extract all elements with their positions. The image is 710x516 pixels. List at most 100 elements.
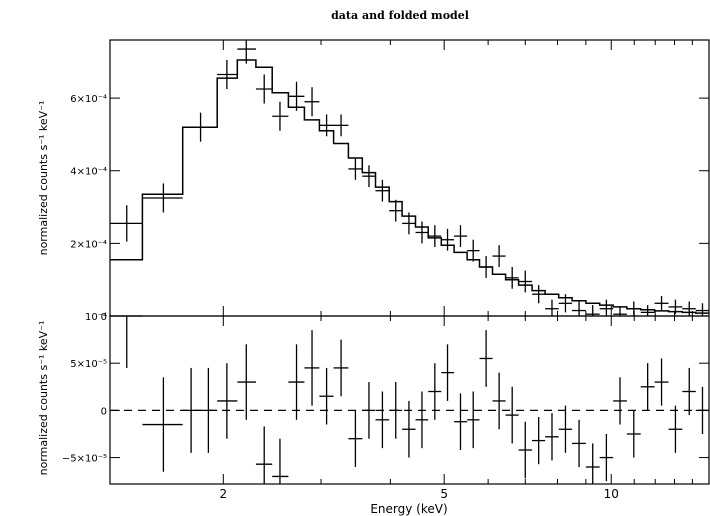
residual-point: [441, 344, 455, 401]
data-point: [532, 285, 546, 304]
data-point: [626, 301, 641, 316]
top-y-tick-label: 0: [101, 312, 107, 323]
data-point: [505, 266, 519, 289]
x-tick-label: 2: [219, 487, 227, 501]
top-panel-ticks: 0 2×10⁻⁴ 4×10⁻⁴ 6×10⁻⁴: [70, 40, 710, 323]
x-tick-label: 5: [440, 487, 448, 501]
bottom-y-tick-label: −5×10⁻⁵: [62, 454, 107, 465]
bottom-panel-ticks: −5×10⁻⁵ 0 5×10⁻⁵ 10⁻⁴ 2 5 10: [62, 312, 710, 501]
residual-point: [237, 344, 256, 420]
residual-series: [110, 315, 709, 484]
data-point: [668, 299, 683, 315]
residual-point: [362, 382, 376, 439]
model-step-line: [110, 59, 709, 314]
residual-point: [479, 330, 493, 387]
residual-point: [375, 391, 390, 449]
data-point: [333, 114, 349, 137]
residual-point: [142, 377, 183, 472]
data-point: [402, 212, 416, 235]
data-series: [110, 40, 709, 316]
data-point: [640, 305, 655, 316]
residual-point: [682, 367, 696, 416]
residual-point: [585, 443, 600, 484]
x-tick-label: 10: [604, 487, 619, 501]
residual-point: [668, 405, 683, 453]
data-point: [288, 81, 305, 111]
residual-point: [572, 419, 586, 468]
data-point: [585, 305, 600, 316]
residual-point: [428, 363, 442, 420]
data-point: [682, 301, 696, 316]
data-point: [142, 183, 183, 213]
data-point: [599, 299, 614, 316]
top-y-tick-label: 6×10⁻⁴: [70, 94, 107, 105]
data-point: [375, 179, 390, 202]
residual-point: [288, 344, 305, 420]
data-point: [441, 228, 455, 251]
top-y-axis-label: normalized counts s⁻¹ keV⁻¹: [37, 101, 50, 256]
residual-point: [695, 386, 709, 434]
bottom-y-axis-label: normalized counts s⁻¹ keV⁻¹: [37, 321, 50, 476]
chart-title: data and folded model: [331, 9, 469, 22]
residual-point: [348, 410, 363, 468]
data-point: [415, 221, 429, 244]
residual-point: [110, 315, 143, 368]
data-model-panel: 0 2×10⁻⁴ 4×10⁻⁴ 6×10⁻⁴: [70, 39, 710, 323]
top-y-tick-label: 4×10⁻⁴: [70, 167, 107, 178]
residual-point: [217, 363, 238, 439]
data-point: [428, 225, 442, 247]
residual-point: [626, 410, 641, 458]
residual-panel: −5×10⁻⁵ 0 5×10⁻⁵ 10⁻⁴ 2 5 10: [62, 312, 710, 501]
data-point: [613, 306, 627, 316]
data-point: [217, 59, 238, 90]
bottom-y-tick-label: 5×10⁻⁵: [70, 359, 107, 370]
data-point: [467, 239, 480, 262]
top-y-tick-label: 2×10⁻⁴: [70, 239, 107, 250]
residual-point: [454, 393, 468, 451]
residual-point: [654, 358, 669, 406]
data-point: [654, 296, 669, 311]
residual-point: [304, 330, 320, 406]
data-point: [348, 158, 363, 180]
residual-point: [255, 426, 273, 484]
residual-point: [467, 391, 480, 449]
residual-point: [558, 405, 573, 453]
residual-point: [415, 391, 429, 449]
residual-point: [389, 382, 403, 439]
residual-point: [402, 400, 416, 458]
data-point: [389, 199, 403, 222]
data-point: [272, 101, 289, 131]
data-point: [237, 40, 256, 64]
data-point: [545, 299, 559, 316]
residual-point: [640, 363, 655, 411]
data-point: [182, 112, 218, 142]
residual-point: [545, 413, 559, 461]
residual-point: [333, 339, 349, 397]
folded-model-series: [110, 59, 709, 314]
data-point: [492, 245, 506, 267]
data-point: [319, 114, 334, 137]
data-point: [558, 294, 573, 313]
data-point: [110, 205, 143, 242]
data-point: [695, 303, 709, 316]
residual-point: [599, 433, 614, 482]
top-plot-frame: [109, 39, 710, 317]
residual-point: [272, 438, 289, 484]
residual-point: [505, 386, 519, 444]
data-point: [572, 301, 586, 316]
residual-point: [319, 367, 334, 425]
residual-point: [492, 372, 506, 430]
data-point: [255, 74, 273, 104]
residual-point: [518, 421, 533, 479]
bottom-y-tick-label: 0: [101, 406, 107, 417]
data-point: [518, 270, 533, 293]
x-axis-label: Energy (keV): [370, 502, 447, 516]
residual-point: [613, 377, 627, 425]
residual-point: [200, 367, 218, 453]
residual-point: [532, 416, 546, 465]
data-point: [454, 225, 468, 247]
data-point: [362, 165, 376, 188]
data-point: [479, 256, 493, 278]
bottom-y-tick-label: 10⁻⁴: [85, 312, 107, 323]
